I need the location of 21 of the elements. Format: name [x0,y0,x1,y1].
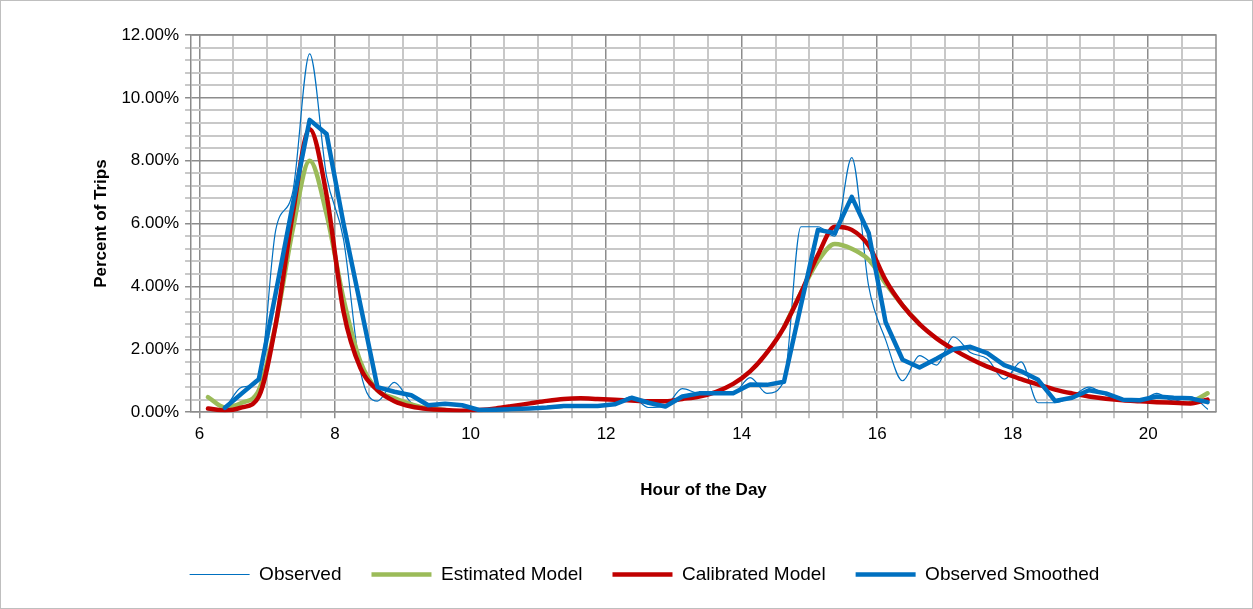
x-tick-label: 8 [330,424,340,444]
legend-label: Estimated Model [440,562,583,584]
legend-label: Observed Smoothed [925,562,1100,584]
y-tick-label: 2.00% [130,339,180,359]
x-tick-label: 10 [461,424,481,444]
legend-label: Observed [259,562,342,584]
x-tick-label: 18 [1003,424,1023,444]
x-axis-title: Hour of the Day [640,480,768,500]
y-tick-label: 8.00% [130,150,180,170]
legend-label: Calibrated Model [681,562,826,584]
y-tick-label: 6.00% [130,213,180,233]
y-tick-label: 10.00% [121,87,180,107]
y-tick-label: 12.00% [121,24,180,44]
x-tick-label: 14 [732,424,752,444]
x-tick-label: 16 [867,424,887,444]
x-tick-label: 20 [1138,424,1158,444]
y-tick-label: 4.00% [130,276,180,296]
x-tick-label: 6 [194,424,205,444]
x-tick-label: 12 [596,424,616,444]
y-axis-title: Percent of Trips [90,159,110,288]
y-tick-label: 0.00% [130,401,180,421]
